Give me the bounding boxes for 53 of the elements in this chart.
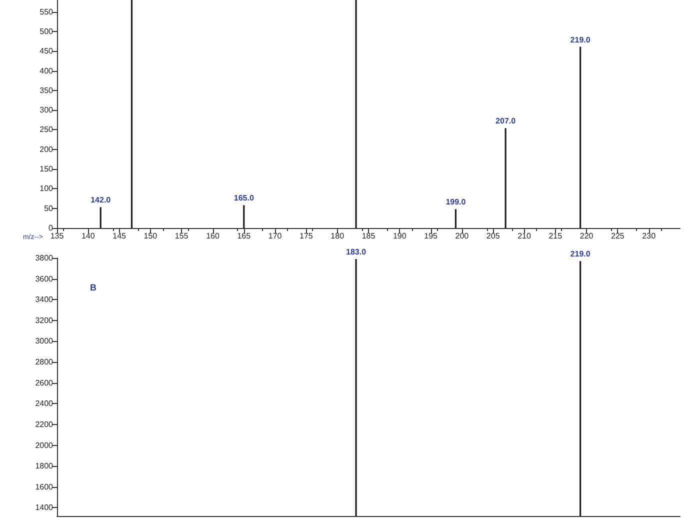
x-tick-label: 185: [362, 232, 376, 240]
annotation: B: [90, 282, 97, 292]
x-tick-label: 190: [392, 232, 407, 240]
y-tick-label: 1800: [35, 462, 54, 471]
y-tick-label: 350: [40, 86, 54, 95]
y-tick-label: 500: [40, 26, 54, 36]
x-tick-label: 225: [611, 232, 625, 240]
y-tick-label: 1600: [35, 482, 54, 492]
y-tick-label: 2200: [35, 420, 54, 429]
annotation: 142.0: [90, 196, 112, 205]
y-tick-label: 2000: [35, 440, 54, 450]
x-tick-label: 180: [330, 232, 345, 240]
y-tick-label: 0: [48, 224, 54, 232]
x-tick-label: 170: [268, 232, 282, 240]
x-tick-label: 140: [81, 232, 96, 240]
x-tick-label: 220: [580, 232, 594, 240]
y-tick-label: 3200: [35, 316, 54, 325]
x-tick-label: 175: [300, 232, 314, 240]
y-tick-label: 3400: [35, 295, 54, 304]
annotation: 199.0: [446, 198, 466, 207]
x-tick-label: 205: [486, 232, 500, 240]
y-tick-label: 100: [40, 184, 54, 194]
y-tick-label: 3600: [35, 274, 54, 284]
y-tick-label: 250: [40, 125, 54, 134]
y-tick-label: 150: [40, 164, 54, 174]
x-tick-label: 215: [548, 232, 563, 240]
y-tick-label: 3800: [35, 254, 54, 262]
annotation: 219.0: [570, 250, 591, 259]
x-tick-label: 155: [174, 232, 189, 240]
x-tick-label: 145: [112, 232, 127, 240]
y-tick-label: 300: [40, 106, 54, 115]
y-tick-label: 50: [44, 204, 54, 213]
x-tick-label: 195: [424, 232, 438, 240]
y-tick-label: 200: [40, 144, 54, 154]
annotation: 183.0: [346, 248, 367, 257]
y-tick-label: 450: [40, 46, 54, 56]
y-tick-label: 400: [40, 66, 54, 76]
annotation: 165.0: [234, 194, 254, 203]
x-tick-label: 135: [50, 232, 64, 240]
x-tick-label: 230: [642, 232, 656, 240]
x-tick-label: 160: [206, 232, 220, 240]
x-tick-label: 210: [518, 232, 532, 240]
y-tick-label: 3000: [35, 336, 54, 346]
x-tick-label: 165: [237, 232, 252, 240]
annotation: 219.0: [570, 35, 591, 44]
annotation: 207.0: [496, 116, 516, 126]
y-tick-label: 2400: [35, 399, 54, 408]
y-tick-label: 2800: [35, 358, 54, 367]
y-tick-label: 2600: [35, 378, 54, 388]
x-tick-label: 150: [144, 232, 158, 240]
y-tick-label: 1400: [35, 503, 54, 512]
x-tick-label: 200: [455, 232, 470, 240]
y-tick-label: 550: [40, 7, 54, 16]
